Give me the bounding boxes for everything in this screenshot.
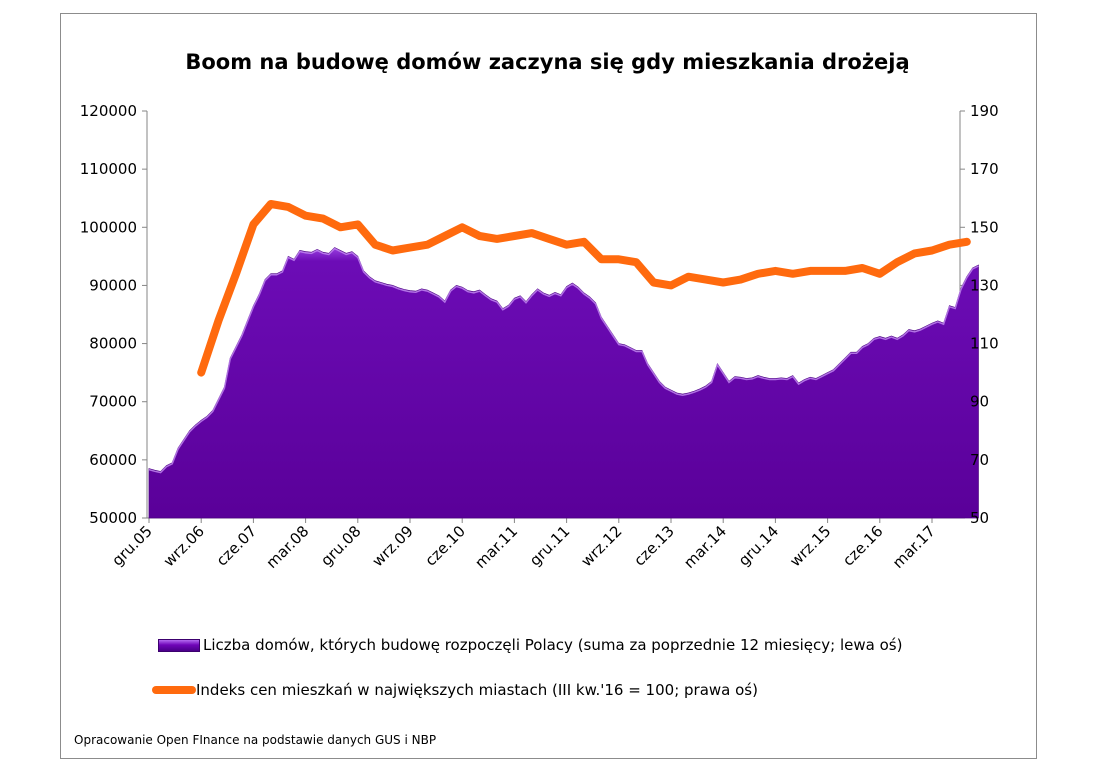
x-tick-label: cze.16: [839, 522, 887, 570]
x-tick-label: mar.17: [889, 522, 939, 572]
legend-item-prices: Indeks cen mieszkań w największych miast…: [152, 681, 758, 699]
left-tick-label: 60000: [89, 451, 137, 469]
x-tick-label: wrz.15: [786, 522, 834, 570]
right-tick-label: 170: [970, 160, 999, 178]
x-tick-label: cze.10: [421, 522, 469, 570]
x-tick-label: cze.13: [630, 522, 678, 570]
right-tick-label: 150: [970, 218, 999, 236]
left-tick-label: 100000: [80, 218, 137, 236]
chart-title: Boom na budowę domów zaczyna się gdy mie…: [185, 50, 910, 74]
x-tick-label: gru.11: [526, 522, 573, 569]
left-tick-label: 110000: [80, 160, 137, 178]
x-tick-label: wrz.06: [160, 522, 208, 570]
x-tick-label: gru.14: [735, 522, 782, 569]
x-tick-label: wrz.09: [369, 522, 417, 570]
right-tick-label: 130: [970, 276, 999, 294]
source-note: Opracowanie Open FInance na podstawie da…: [74, 733, 437, 747]
x-tick-label: cze.07: [213, 522, 261, 570]
left-tick-label: 90000: [89, 276, 137, 294]
right-tick-label: 110: [970, 335, 999, 353]
x-tick-label: mar.08: [263, 522, 313, 572]
left-tick-label: 50000: [89, 509, 137, 527]
legend-label-prices: Indeks cen mieszkań w największych miast…: [196, 681, 758, 699]
houses-area: [148, 247, 979, 519]
x-tick-label: mar.11: [471, 522, 521, 572]
left-tick-label: 70000: [89, 393, 137, 411]
x-tick-label: wrz.12: [577, 522, 625, 570]
right-tick-label: 70: [970, 451, 989, 469]
right-tick-label: 190: [970, 102, 999, 120]
x-tick-label: gru.05: [108, 522, 155, 569]
legend-item-houses: Liczba domów, których budowę rozpoczęli …: [158, 636, 902, 654]
left-tick-label: 120000: [80, 102, 137, 120]
x-tick-label: gru.08: [317, 522, 364, 569]
legend-swatch-area: [158, 638, 200, 652]
right-tick-label: 50: [970, 509, 989, 527]
price-index-line: [197, 200, 971, 377]
legend-swatch-line: [152, 686, 196, 694]
left-tick-label: 80000: [89, 335, 137, 353]
x-tick-label: mar.14: [680, 522, 730, 572]
legend-label-houses: Liczba domów, których budowę rozpoczęli …: [203, 636, 903, 654]
houses-area-edge: [148, 247, 979, 474]
right-tick-label: 90: [970, 393, 989, 411]
